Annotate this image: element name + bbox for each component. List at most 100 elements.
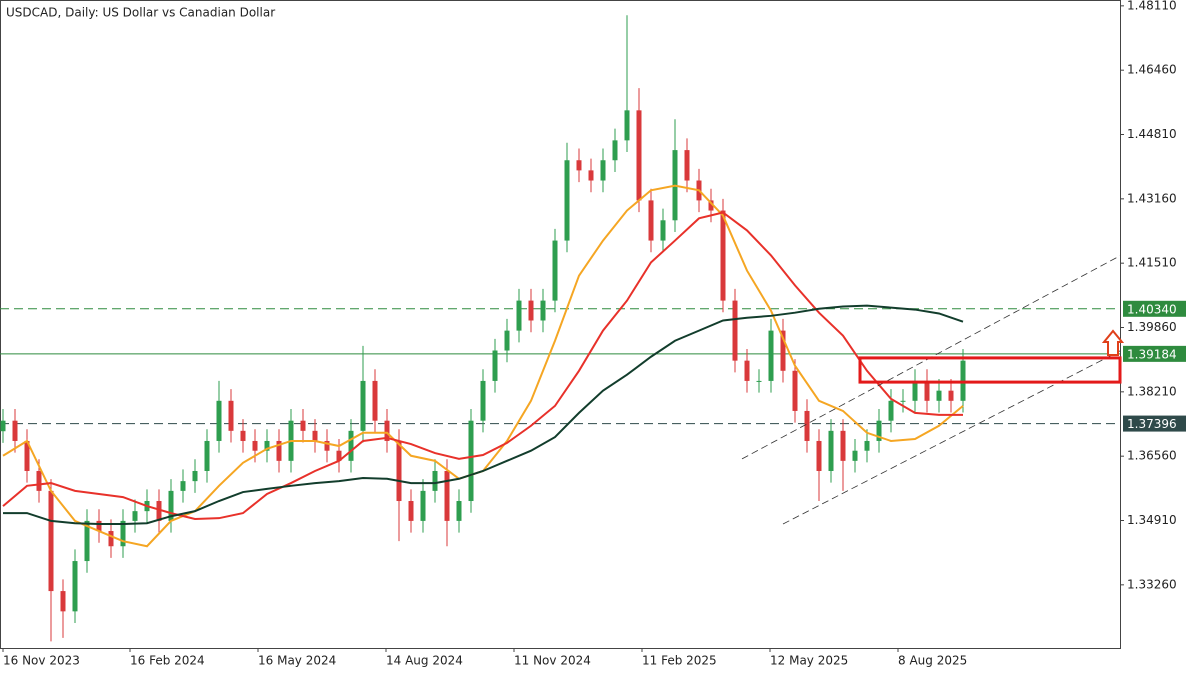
candle-body xyxy=(0,420,6,432)
candle-body xyxy=(504,330,510,351)
candle-body xyxy=(36,470,42,491)
candle-body xyxy=(660,220,666,241)
x-tick-label: 14 Aug 2024 xyxy=(386,654,463,668)
candle-body xyxy=(168,490,174,521)
candle-body xyxy=(792,370,798,411)
candle-body xyxy=(444,470,450,521)
candle-body xyxy=(24,440,30,471)
channel-line xyxy=(782,350,1121,525)
candle-body xyxy=(720,210,726,301)
candle-body xyxy=(48,490,54,592)
candle-body xyxy=(396,440,402,502)
candle-body xyxy=(72,561,78,612)
candle-body xyxy=(468,420,474,502)
y-tick-label: 1.33260 xyxy=(1127,577,1177,591)
candle-body xyxy=(240,430,246,441)
candle-body xyxy=(300,420,306,431)
candle-body xyxy=(948,390,954,401)
price-level-tag xyxy=(1123,300,1186,317)
zone-box xyxy=(858,356,1122,384)
candle-body xyxy=(276,440,282,461)
candle-body xyxy=(768,330,774,381)
candle-body xyxy=(636,110,642,201)
candle-body xyxy=(600,160,606,181)
axes: 1.48110 1.46460 1.44810 1.43160 1.41510 1.398… xyxy=(2,0,1186,668)
candle-body xyxy=(96,520,102,532)
candle-body xyxy=(936,390,942,401)
y-tick-label: 1.34910 xyxy=(1127,513,1177,527)
candle-body xyxy=(84,520,90,562)
x-tick-label: 11 Nov 2024 xyxy=(514,654,591,668)
candle-body xyxy=(864,440,870,451)
candles xyxy=(0,15,966,642)
candle-body xyxy=(372,380,378,421)
candle-body xyxy=(228,400,234,431)
candle-body xyxy=(516,300,522,331)
candle-body xyxy=(648,200,654,241)
candle-body xyxy=(204,440,210,471)
candle-body xyxy=(564,160,570,241)
moving-average xyxy=(3,304,964,526)
candle-body xyxy=(492,350,498,381)
candle-body xyxy=(432,470,438,491)
candle-body xyxy=(624,110,630,141)
price-level-tag xyxy=(1123,415,1186,432)
candle-body xyxy=(888,400,894,421)
candle-body xyxy=(12,420,18,441)
candle-body xyxy=(132,511,138,521)
y-tick-label: 1.46460 xyxy=(1127,63,1177,77)
candle-body xyxy=(156,501,162,521)
candle-body xyxy=(384,420,390,441)
moving-average xyxy=(2,211,963,520)
candle-body xyxy=(684,150,690,181)
candle-body xyxy=(828,430,834,471)
candle-body xyxy=(336,450,342,461)
levels xyxy=(0,308,1120,425)
candle-body xyxy=(420,490,426,521)
x-tick-label: 16 Feb 2024 xyxy=(130,654,205,668)
candle-body xyxy=(528,300,534,321)
candle-body xyxy=(744,360,750,381)
candle-body xyxy=(312,430,318,441)
buy-arrow xyxy=(1101,329,1125,356)
x-tick-label: 12 May 2025 xyxy=(770,654,848,668)
candle-body xyxy=(252,440,258,451)
candle-body xyxy=(348,430,354,461)
candle-body xyxy=(192,470,198,482)
y-tick-label: 1.39860 xyxy=(1127,320,1177,334)
candle-body xyxy=(120,520,126,547)
candle-body xyxy=(900,400,906,402)
y-tick-label: 1.38210 xyxy=(1127,384,1177,398)
candle-body xyxy=(816,440,822,471)
candle-body xyxy=(408,501,414,521)
candle-body xyxy=(576,160,582,171)
candle-body xyxy=(552,240,558,301)
y-tick-label: 1.41510 xyxy=(1127,256,1177,270)
x-tick-label: 16 Nov 2023 xyxy=(3,654,80,668)
candle-body xyxy=(456,501,462,521)
y-tick-label: 1.36560 xyxy=(1127,449,1177,463)
candle-body xyxy=(216,400,222,441)
price-level-label: 1.37396 xyxy=(1127,417,1177,431)
y-tick-label: 1.44810 xyxy=(1127,127,1177,141)
price-level-label: 1.39184 xyxy=(1127,347,1177,361)
price-level-label: 1.40340 xyxy=(1127,302,1177,316)
candle-body xyxy=(840,430,846,461)
candle-body xyxy=(612,140,618,161)
candle-body xyxy=(108,531,114,547)
candle-body xyxy=(924,380,930,401)
candle-body xyxy=(324,440,330,451)
x-tick-label: 16 May 2024 xyxy=(258,654,336,668)
price-level-tag xyxy=(1123,345,1186,362)
candle-body xyxy=(780,330,786,371)
x-tick-label: 8 Aug 2025 xyxy=(898,654,967,668)
candle-body xyxy=(708,200,714,211)
chart-title: USDCAD, Daily: US Dollar vs Canadian Dol… xyxy=(6,6,275,20)
candle-body xyxy=(756,380,762,382)
y-tick-label: 1.48110 xyxy=(1127,0,1177,12)
candle-body xyxy=(540,300,546,321)
candle-body xyxy=(60,591,66,612)
candle-body xyxy=(912,380,918,401)
